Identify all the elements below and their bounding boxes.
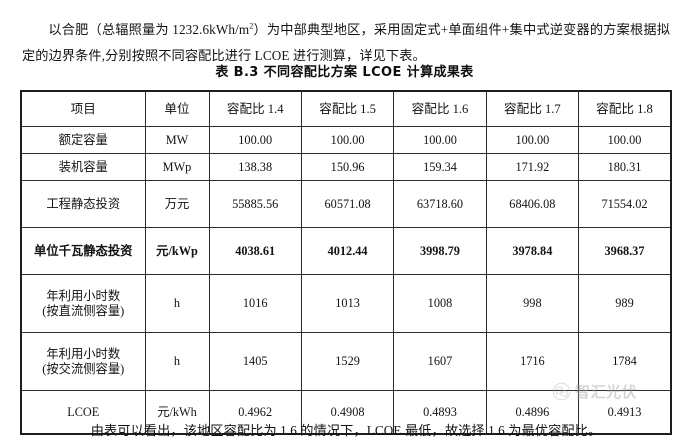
- row-value: 3968.37: [578, 227, 672, 275]
- row-value: 1607: [393, 332, 487, 391]
- row-unit: MWp: [144, 153, 210, 181]
- column-header-ratio-1-6: 容配比 1.6: [393, 90, 487, 127]
- row-value: 3978.84: [485, 227, 580, 275]
- row-value: 989: [578, 274, 672, 333]
- lcoe-table-container: 项目 单位 容配比 1.4 容配比 1.5 容配比 1.6 容配比 1.7 容配…: [20, 90, 672, 435]
- intro-paragraph: 以合肥（总辐照量为 1232.6kWh/m2）为中部典型地区，采用固定式+单面组…: [22, 17, 670, 69]
- row-value: 60571.08: [300, 180, 395, 228]
- table-row: 装机容量 MWp 138.38 150.96 159.34 171.92 180…: [20, 153, 672, 181]
- row-label-line1: LCOE: [67, 404, 100, 419]
- row-label: 年利用小时数 (按直流侧容量): [20, 274, 146, 333]
- row-value: 150.96: [300, 153, 395, 181]
- table-row: 工程静态投资 万元 55885.56 60571.08 63718.60 684…: [20, 180, 672, 228]
- table-row: 额定容量 MW 100.00 100.00 100.00 100.00 100.…: [20, 126, 672, 154]
- table-row: LCOE 元/kWh 0.4962 0.4908 0.4893 0.4896 0…: [20, 390, 672, 435]
- row-label: 单位千瓦静态投资: [20, 227, 146, 275]
- row-value: 63718.60: [393, 180, 487, 228]
- row-label-line1: 年利用小时数: [46, 346, 121, 361]
- table-body: 项目 单位 容配比 1.4 容配比 1.5 容配比 1.6 容配比 1.7 容配…: [20, 90, 672, 435]
- row-value: 1016: [208, 274, 302, 333]
- row-value: 1405: [208, 332, 302, 391]
- row-value: 100.00: [300, 126, 395, 154]
- row-value: 0.4908: [300, 390, 395, 435]
- column-header-ratio-1-8: 容配比 1.8: [578, 90, 672, 127]
- column-header-ratio-1-7: 容配比 1.7: [485, 90, 580, 127]
- table-row: 单位千瓦静态投资 元/kWp 4038.61 4012.44 3998.79 3…: [20, 227, 672, 275]
- row-label: LCOE: [20, 390, 146, 435]
- lcoe-results-table: 项目 单位 容配比 1.4 容配比 1.5 容配比 1.6 容配比 1.7 容配…: [20, 90, 672, 435]
- closing-paragraph: 由表可以看出，该地区容配比为 1.6 的情况下，LCOE 最低，故选择 1.6 …: [90, 423, 602, 439]
- column-header-ratio-1-4: 容配比 1.4: [208, 90, 302, 127]
- row-value: 100.00: [393, 126, 487, 154]
- row-label-line1: 工程静态投资: [46, 196, 121, 211]
- row-label: 年利用小时数 (按交流侧容量): [20, 332, 146, 391]
- row-value: 4012.44: [300, 227, 395, 275]
- row-unit: h: [144, 332, 210, 391]
- row-label: 额定容量: [20, 126, 146, 154]
- row-value: 998: [485, 274, 580, 333]
- intro-text-part1: 以合肥（总辐照量为 1232.6kWh/m: [48, 22, 250, 38]
- row-value: 180.31: [578, 153, 672, 181]
- row-label: 装机容量: [20, 153, 146, 181]
- row-unit: 元/kWp: [144, 227, 210, 275]
- row-label-line2: (按交流侧容量): [42, 361, 125, 376]
- table-header-row: 项目 单位 容配比 1.4 容配比 1.5 容配比 1.6 容配比 1.7 容配…: [20, 90, 672, 127]
- row-value: 100.00: [578, 126, 672, 154]
- row-unit: 万元: [144, 180, 210, 228]
- row-value: 100.00: [208, 126, 302, 154]
- row-value: 159.34: [393, 153, 487, 181]
- row-value: 1716: [485, 332, 580, 391]
- row-label-line1: 年利用小时数: [46, 288, 121, 303]
- row-value: 4038.61: [208, 227, 302, 275]
- table-row: 年利用小时数 (按直流侧容量) h 1016 1013 1008 998 989: [20, 274, 672, 333]
- intro-text-part2: ）为中部典型地区，采用固定式+单面组件+集中式逆变器的方案根据拟定的边界条件,分…: [22, 22, 671, 64]
- column-header-item: 项目: [20, 90, 146, 127]
- intro-superscript: 2: [249, 21, 254, 31]
- column-header-ratio-1-5: 容配比 1.5: [300, 90, 395, 127]
- row-value: 1008: [393, 274, 487, 333]
- row-value: 71554.02: [578, 180, 672, 228]
- row-label-line1: 单位千瓦静态投资: [34, 243, 133, 258]
- row-label-line1: 额定容量: [58, 132, 108, 147]
- row-value: 138.38: [208, 153, 302, 181]
- row-unit: 元/kWh: [144, 390, 210, 435]
- row-value: 1013: [300, 274, 395, 333]
- column-header-unit: 单位: [144, 90, 210, 127]
- row-value: 68406.08: [485, 180, 580, 228]
- row-value: 171.92: [485, 153, 580, 181]
- row-unit: h: [144, 274, 210, 333]
- table-row: 年利用小时数 (按交流侧容量) h 1405 1529 1607 1716 17…: [20, 332, 672, 391]
- row-value: 1529: [300, 332, 395, 391]
- table-caption: 表 B.3 不同容配比方案 LCOE 计算成果表: [215, 65, 474, 80]
- row-unit: MW: [144, 126, 210, 154]
- row-value: 55885.56: [208, 180, 302, 228]
- row-value: 3998.79: [393, 227, 487, 275]
- row-value: 100.00: [485, 126, 580, 154]
- row-label-line2: (按直流侧容量): [42, 303, 125, 318]
- row-label-line1: 装机容量: [58, 159, 108, 174]
- row-value: 1784: [578, 332, 672, 391]
- row-label: 工程静态投资: [20, 180, 146, 228]
- row-value: 0.4913: [578, 390, 672, 435]
- row-value: 0.4896: [485, 390, 580, 435]
